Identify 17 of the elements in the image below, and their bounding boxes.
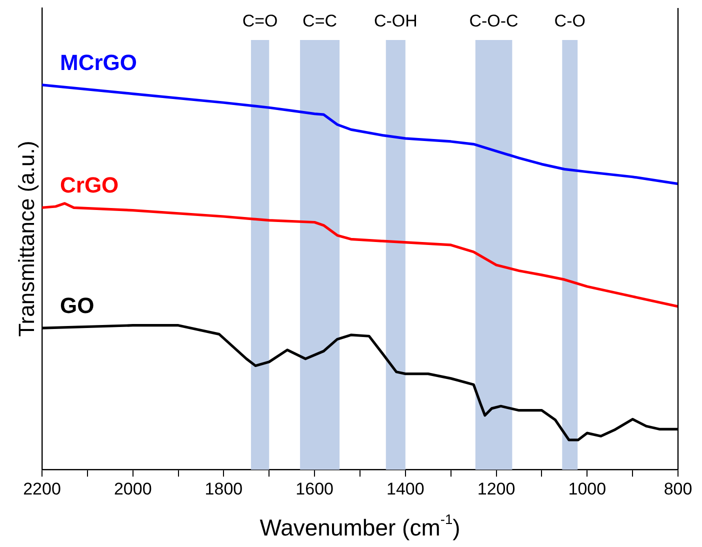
band-label: C-OH — [374, 12, 418, 31]
x-tick-label: 1600 — [296, 479, 334, 498]
x-tick-label: 1200 — [477, 479, 516, 498]
x-tick-label: 1000 — [568, 479, 606, 498]
band-label: C=C — [302, 12, 338, 31]
band-label: C-O — [554, 12, 586, 31]
x-tick-label: 1400 — [386, 479, 424, 498]
x-tick-label: 800 — [664, 479, 692, 498]
y-axis-title: Transmittance (a.u.) — [14, 140, 40, 337]
band-label: C=O — [242, 12, 278, 31]
x-tick-label: 2000 — [114, 479, 152, 498]
x-tick-label: 1800 — [204, 479, 243, 498]
series-label: GO — [60, 293, 94, 318]
x-tick-label: 2200 — [23, 479, 61, 498]
series-label: CrGO — [60, 172, 119, 198]
series-label: MCrGO — [60, 50, 137, 75]
band-label: C-O-C — [469, 12, 518, 31]
